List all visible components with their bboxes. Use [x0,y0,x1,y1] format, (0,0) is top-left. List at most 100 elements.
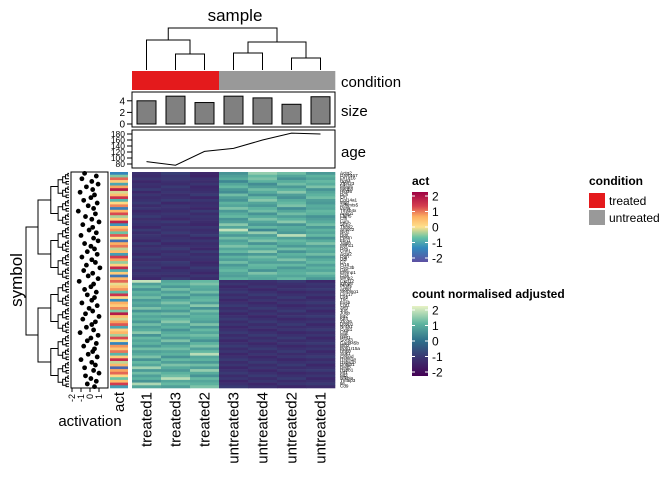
age-line [146,132,321,166]
heatmap-cell [306,350,336,354]
heatmap-cell [219,231,249,235]
heatmap-cell [219,288,249,292]
heatmap-cell [219,312,249,316]
row-label: C7 [340,259,346,264]
heatmap-cell [277,293,307,297]
heatmap-cell [190,293,220,297]
heatmap-cell [306,172,336,175]
row-label: Mt1 [340,370,348,375]
heatmap-cell [132,328,162,332]
dendrogram-branch [175,53,205,70]
heatmap-cell [190,315,220,319]
heatmap-cell [132,266,162,270]
heatmap-cell [306,255,336,259]
heatmap-cell [219,217,249,221]
heatmap-cell [306,188,336,192]
heatmap-cell [190,377,220,381]
heatmap-cell [306,239,336,243]
row-label: Klf4 [340,316,348,321]
row-dendrogram [25,172,69,388]
heatmap-cell [132,255,162,259]
heatmap-cell [190,250,220,254]
dendrogram-branch [65,268,69,274]
heatmap-cell [306,220,336,224]
row-label: Tnc [340,297,348,302]
heatmap-cell [219,355,249,359]
legend-tick-label: 1 [432,319,439,333]
heatmap-cell [306,212,336,216]
heatmap-cell [248,212,278,216]
heatmap-cell [306,323,336,327]
act-cell [110,199,128,202]
row-label: Tmsb4x [340,208,357,213]
activation-point [93,230,99,236]
act-cell [110,288,128,292]
heatmap-cell [161,315,191,319]
heatmap-cell [161,261,191,265]
heatmap-cell [161,201,191,205]
heatmap-cell [219,347,249,351]
heatmap-cell [219,307,249,310]
act-cell [110,263,128,267]
dendrogram-branch [167,27,278,42]
heatmap-cell [190,266,220,270]
heatmap-cell [132,212,162,216]
heatmap-cell [277,263,307,267]
row-label: Rgs4 [340,178,351,183]
dendrogram-branch [57,206,63,221]
heatmap-cell [277,350,307,354]
heatmap-cell [277,209,307,213]
heatmap-cell [190,269,220,273]
heatmap-cell [306,358,336,362]
heatmap-cell [161,269,191,273]
heatmap-cell [248,379,278,383]
heatmap-cell [248,366,278,370]
dendrogram-branch [67,334,69,339]
heatmap-cell [190,288,220,292]
heatmap-cell [190,209,220,213]
heatmap-cell [161,325,191,329]
activation-point [82,365,87,371]
activation-point [80,316,86,322]
heatmap-cell [277,317,307,321]
row-label: Egr1 [340,303,350,308]
activation-point [91,327,96,333]
heatmap-cell [161,358,191,362]
heatmap-cell [306,226,336,229]
dendrogram-branch [57,260,63,275]
heatmap-cell [219,199,249,202]
activation-point [86,227,92,233]
heatmap-cell [190,217,220,221]
heatmap-cell [219,290,249,294]
row-label: Efemp1 [340,270,356,275]
act-cell [110,185,128,189]
heatmap-cell [190,212,220,216]
activation-point [88,195,94,201]
heatmap-cell [161,228,191,232]
row-label: Nid2 [340,230,350,235]
heatmap-cell [161,174,191,178]
activation-point [96,314,102,319]
heatmap-cell [248,209,278,213]
heatmap-cell [219,328,249,332]
heatmap-cell [306,307,336,310]
heatmap-cell [219,309,249,313]
heatmap-cell [161,344,191,348]
heatmap-cell [132,377,162,381]
act-cell [110,269,128,273]
act-cell [110,280,128,283]
heatmap-cell [132,185,162,189]
row-label: Bgn [340,232,349,237]
act-cell [110,307,128,310]
heatmap-cell [132,209,162,213]
heatmap-cell [219,215,249,219]
heatmap-cell [277,269,307,273]
activation-point [93,341,99,346]
heatmap-cell [132,344,162,348]
heatmap-cell [306,182,336,186]
heatmap-cell [277,342,307,346]
condition-cell [277,71,307,90]
activation-point [92,192,97,198]
heatmap-cell [306,199,336,202]
activation-point [95,181,101,187]
